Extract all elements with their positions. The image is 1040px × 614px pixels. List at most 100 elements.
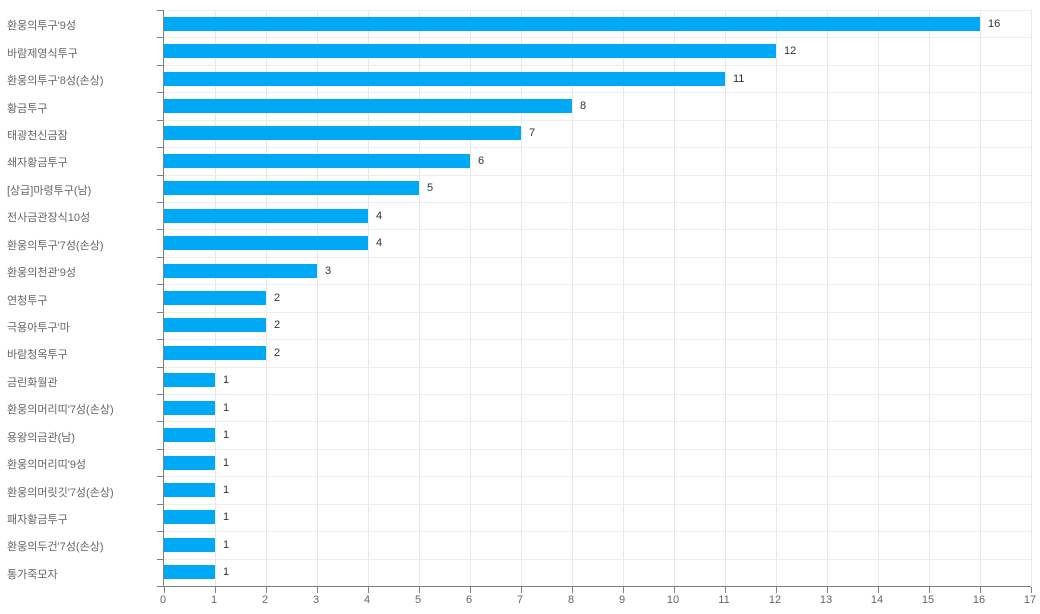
horizontal-gridline: [164, 421, 1031, 423]
category-label: 패자황금투구: [7, 513, 68, 526]
bar[interactable]: [164, 153, 470, 168]
x-axis-tick: [521, 587, 522, 593]
horizontal-gridline: [164, 339, 1031, 341]
category-label: 전사금관장식10성: [7, 212, 91, 225]
bar[interactable]: [164, 400, 215, 415]
bar[interactable]: [164, 71, 725, 86]
x-axis-tick-label: 4: [363, 594, 371, 606]
bar-value-label: 12: [783, 45, 797, 58]
y-axis-tick: [157, 448, 163, 450]
x-axis-tick-label: 2: [261, 594, 269, 606]
bar[interactable]: [164, 208, 368, 223]
bar[interactable]: [164, 126, 521, 141]
bar-value-label: 5: [427, 182, 434, 195]
vertical-gridline: [419, 10, 420, 586]
bar-row: 2: [164, 312, 1031, 339]
y-axis-tick: [157, 311, 163, 313]
bar-row: 1: [164, 559, 1031, 586]
y-axis-tick: [157, 476, 163, 478]
horizontal-gridline: [164, 284, 1031, 286]
vertical-gridline: [266, 10, 267, 586]
bar[interactable]: [164, 236, 368, 251]
bar-value-label: 1: [223, 566, 230, 579]
x-axis-tick: [929, 587, 930, 593]
bar-value-label: 1: [223, 483, 230, 496]
horizontal-gridline: [164, 558, 1031, 560]
y-axis-tick: [157, 229, 163, 231]
category-label: 극용아투구'마: [7, 321, 70, 334]
horizontal-gridline: [164, 10, 1031, 11]
bar[interactable]: [164, 345, 266, 360]
y-axis-tick: [157, 339, 163, 341]
bar-value-label: 7: [529, 127, 536, 140]
bar-value-label: 8: [580, 99, 587, 112]
y-axis-tick: [157, 586, 163, 587]
x-axis-tick-label: 7: [516, 594, 524, 606]
bar[interactable]: [164, 318, 266, 333]
x-axis-tick-label: 9: [618, 594, 626, 606]
y-axis-tick: [157, 10, 163, 11]
horizontal-gridline: [164, 448, 1031, 450]
horizontal-gridline: [164, 503, 1031, 505]
bar-value-label: 1: [223, 538, 230, 551]
bar[interactable]: [164, 16, 980, 31]
x-axis-tick: [776, 587, 777, 593]
y-axis-tick: [157, 92, 163, 94]
x-axis-tick: [470, 587, 471, 593]
bar[interactable]: [164, 455, 215, 470]
x-axis-tick: [623, 587, 624, 593]
horizontal-gridline: [164, 366, 1031, 368]
category-label: 황금투구: [7, 102, 48, 115]
vertical-gridline: [674, 10, 675, 586]
horizontal-gridline: [164, 147, 1031, 149]
category-label: 통가죽모자: [7, 568, 58, 581]
bar[interactable]: [164, 98, 572, 113]
x-axis-tick-label: 16: [972, 594, 986, 606]
category-label: 환웅의머리띠'9성: [7, 459, 87, 472]
vertical-gridline: [521, 10, 522, 586]
bar-row: 2: [164, 284, 1031, 311]
bar[interactable]: [164, 510, 215, 525]
category-label: 환웅의투구'9성: [7, 20, 76, 33]
bar[interactable]: [164, 373, 215, 388]
bar-row: 5: [164, 175, 1031, 202]
horizontal-gridline: [164, 174, 1031, 176]
bar[interactable]: [164, 428, 215, 443]
bar-row: 16: [164, 10, 1031, 37]
vertical-gridline: [368, 10, 369, 586]
horizontal-gridline: [164, 64, 1031, 66]
x-axis-tick: [1031, 587, 1032, 593]
vertical-gridline: [572, 10, 573, 586]
bar-value-label: 2: [274, 291, 281, 304]
bar[interactable]: [164, 290, 266, 305]
bar-value-label: 1: [223, 456, 230, 469]
bar-row: 12: [164, 37, 1031, 64]
x-axis-tick-label: 6: [465, 594, 473, 606]
bar-value-label: 6: [477, 154, 485, 167]
vertical-gridline: [317, 10, 318, 586]
bar[interactable]: [164, 565, 215, 580]
horizontal-gridline: [164, 37, 1031, 39]
x-axis-tick-label: 14: [870, 594, 884, 606]
horizontal-gridline: [164, 119, 1031, 121]
bar-row: 1: [164, 476, 1031, 503]
bar[interactable]: [164, 482, 215, 497]
bar[interactable]: [164, 537, 215, 552]
category-label: 바람청옥투구: [7, 349, 68, 362]
bar[interactable]: [164, 263, 317, 278]
bar[interactable]: [164, 181, 419, 196]
vertical-gridline: [878, 10, 879, 586]
x-axis-tick-label: 13: [819, 594, 833, 606]
horizontal-gridline: [164, 256, 1031, 258]
category-label: 금린화월관: [7, 376, 58, 389]
bar-value-label: 11: [732, 72, 745, 85]
x-axis-tick: [572, 587, 573, 593]
bar-row: 6: [164, 147, 1031, 174]
category-label: 환웅의머리띠'7성(손상): [7, 404, 114, 417]
x-axis-tick: [266, 587, 267, 593]
bar-row: 1: [164, 367, 1031, 394]
bar-row: 8: [164, 92, 1031, 119]
horizontal-gridline: [164, 476, 1031, 478]
bar[interactable]: [164, 44, 776, 59]
x-axis-tick: [368, 587, 369, 593]
